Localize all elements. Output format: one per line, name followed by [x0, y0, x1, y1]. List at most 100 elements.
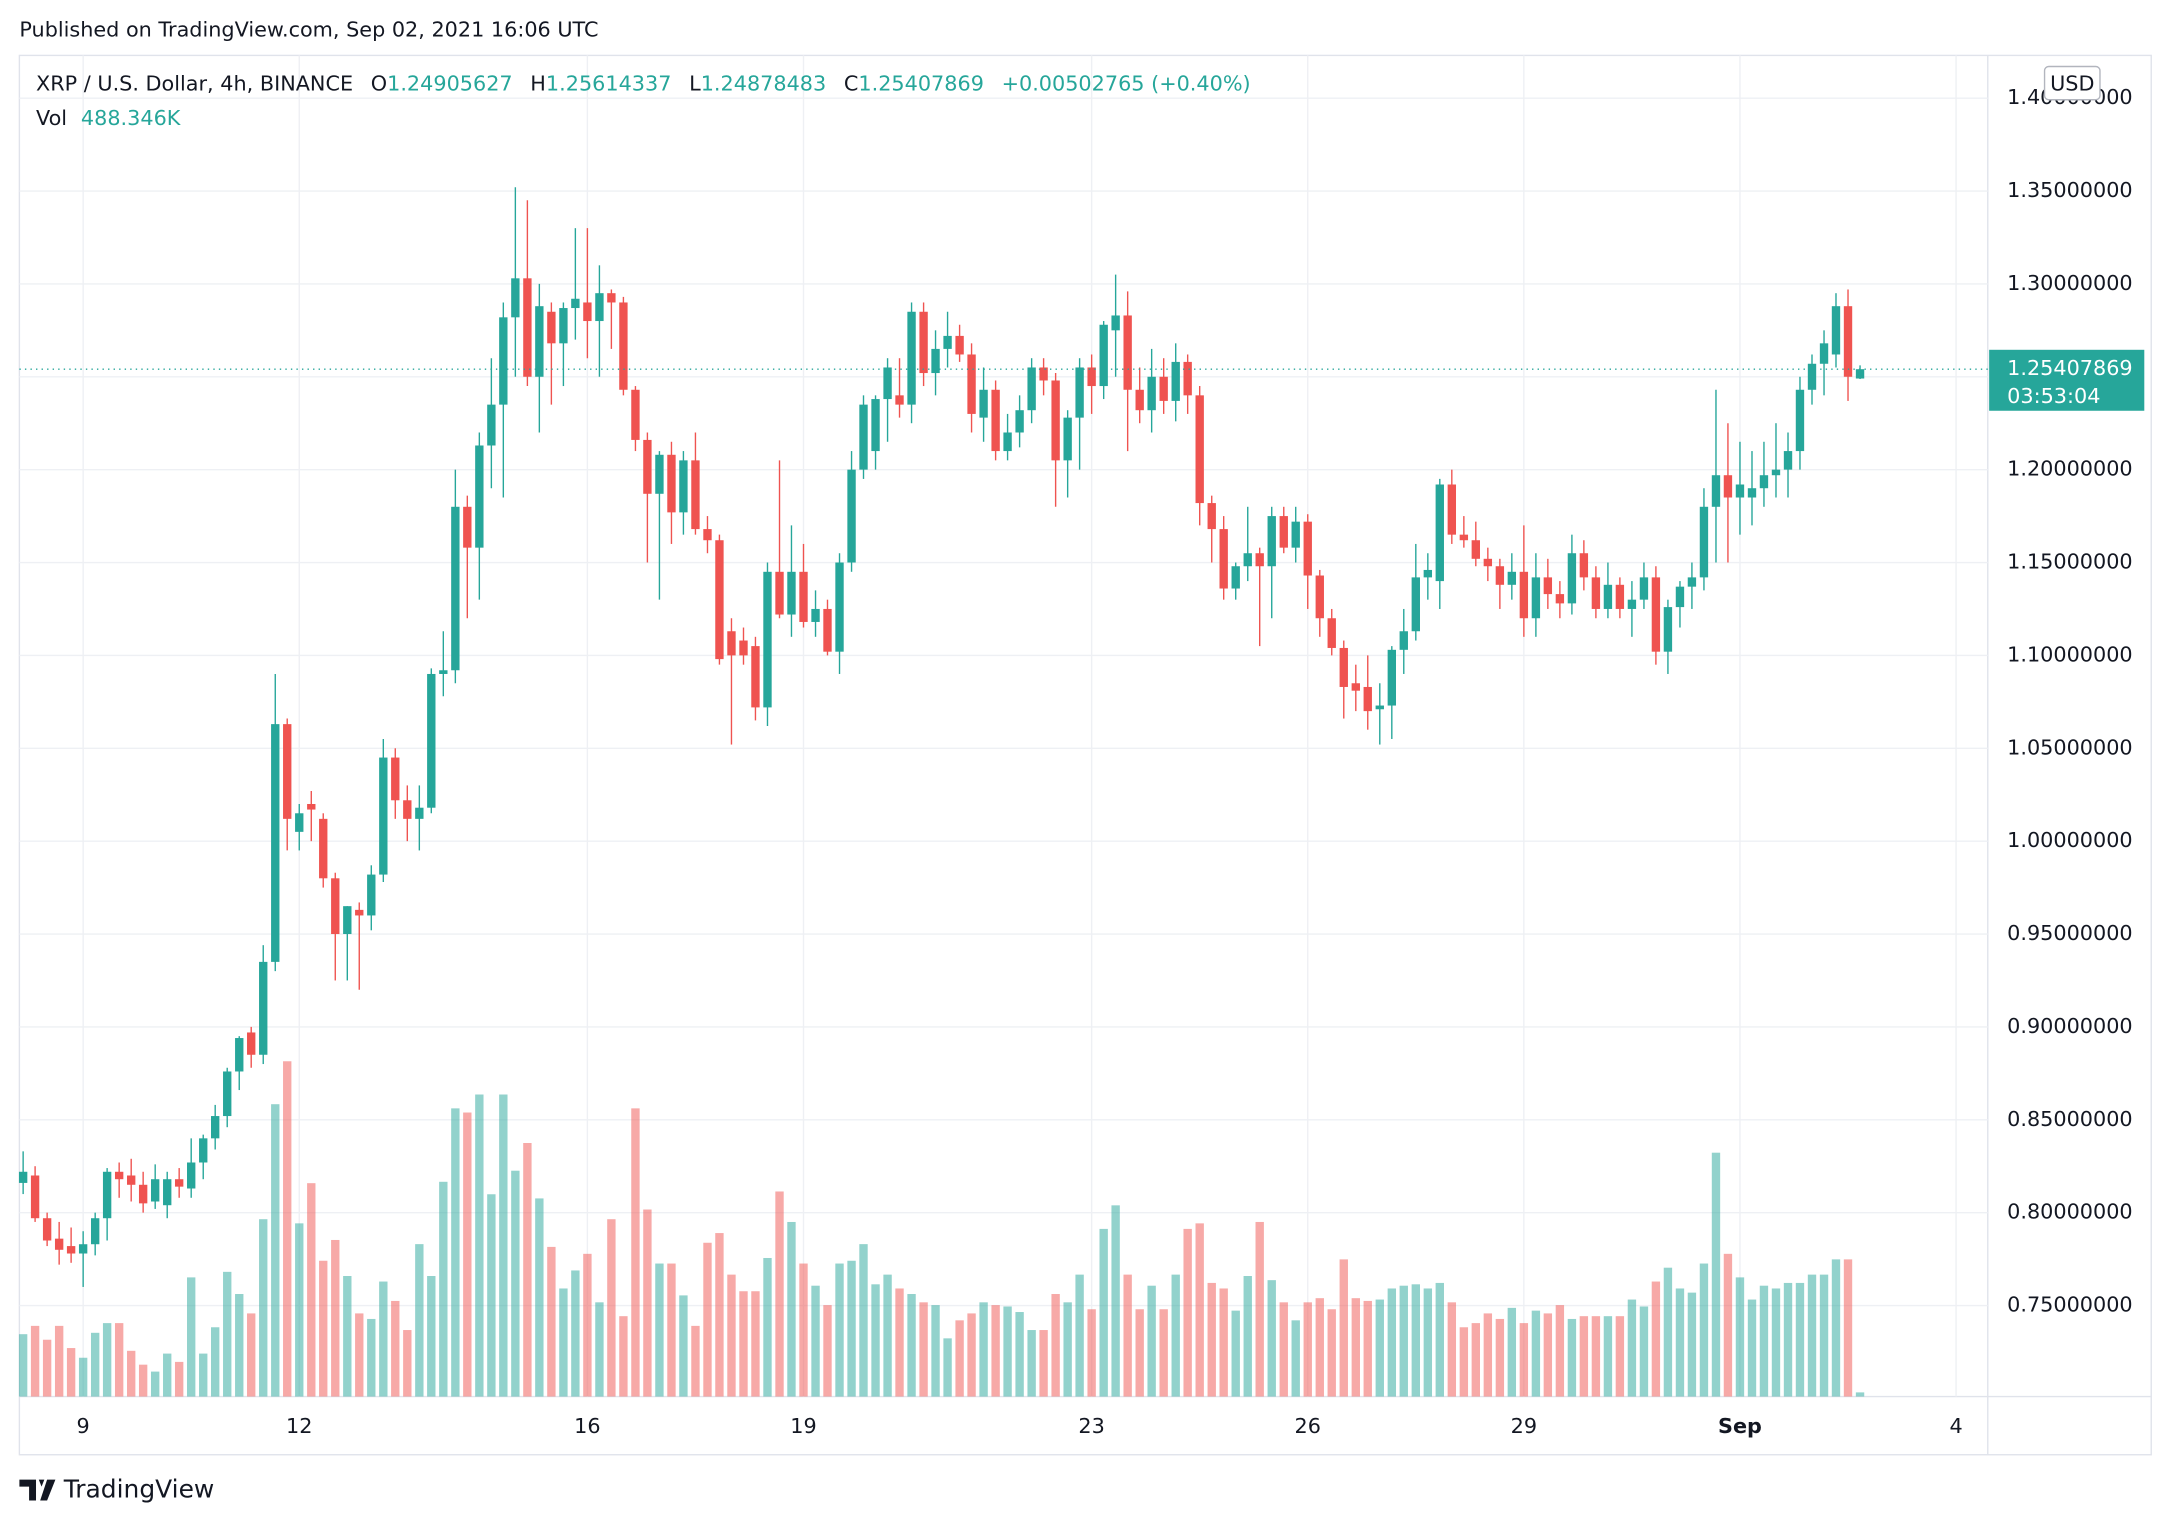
volume-bar — [1855, 1392, 1865, 1397]
low-value: 1.24878483 — [701, 72, 827, 96]
volume-bar — [1183, 1228, 1192, 1397]
candle-body — [1135, 389, 1144, 411]
volume-bar — [1411, 1284, 1420, 1397]
candle-body — [1687, 577, 1697, 587]
volume-bar — [487, 1194, 496, 1397]
currency[interactable]: USD — [2050, 72, 2094, 96]
candle-body — [163, 1179, 172, 1206]
volume-bar — [439, 1181, 448, 1397]
volume-bar — [799, 1263, 808, 1397]
volume-bar — [1327, 1309, 1336, 1397]
volume-bar — [271, 1104, 280, 1397]
grid — [19, 55, 1988, 1397]
volume-bar — [1399, 1285, 1408, 1397]
volume-bar — [1495, 1318, 1505, 1397]
volume-bar — [331, 1239, 340, 1397]
volume-bar — [1447, 1302, 1457, 1397]
candle-body — [1555, 594, 1565, 604]
candle-body — [1819, 343, 1829, 364]
candle-body — [835, 562, 844, 652]
ohlc-key: L — [689, 72, 701, 96]
volume-bar — [1027, 1330, 1036, 1397]
candle-body — [1855, 369, 1865, 379]
candle-body — [811, 608, 820, 622]
volume-bar — [1591, 1316, 1601, 1397]
candle-body — [523, 278, 532, 377]
candle-body — [607, 293, 616, 303]
x-tick-label: 16 — [574, 1414, 600, 1438]
volume-bar — [571, 1270, 580, 1397]
volume-bar — [451, 1108, 460, 1397]
candle-body — [559, 308, 568, 344]
volume-bar — [823, 1305, 832, 1397]
volume-bar — [511, 1170, 520, 1397]
candle-body — [1519, 571, 1529, 619]
candle-body — [487, 404, 496, 446]
candle-body — [127, 1175, 136, 1185]
candle-body — [1843, 306, 1853, 377]
last-price-box — [1989, 349, 2145, 411]
candle-body — [871, 399, 880, 452]
volume-bar — [90, 1332, 100, 1397]
candle-body — [1459, 534, 1469, 541]
volume-bar — [1459, 1327, 1469, 1397]
countdown: 03:53:04 — [2007, 384, 2100, 408]
volume-bar — [1519, 1323, 1529, 1397]
candle-body — [895, 395, 904, 405]
volume-bar — [907, 1294, 916, 1397]
candle-body — [247, 1032, 256, 1055]
volume-bar — [919, 1302, 928, 1397]
volume-bar — [547, 1246, 556, 1397]
volume-bar — [1747, 1299, 1757, 1397]
candle-body — [943, 335, 952, 349]
candle-body — [391, 757, 400, 801]
candle-body — [1351, 683, 1360, 691]
volume-bar — [715, 1233, 724, 1397]
volume-bar — [319, 1260, 328, 1397]
volume-bar — [1435, 1282, 1444, 1397]
volume-value: 488.346K — [81, 106, 182, 130]
candle-body — [1771, 469, 1781, 476]
y-tick-label: 0.85000000 — [2007, 1107, 2133, 1131]
volume-bar — [607, 1219, 616, 1397]
candle-body — [751, 646, 760, 708]
candle-body — [1747, 488, 1757, 498]
volume-bar — [1555, 1305, 1565, 1397]
candle-body — [1339, 647, 1348, 687]
candle-body — [571, 298, 580, 309]
volume-bar — [163, 1353, 172, 1397]
volume-bar — [1543, 1313, 1553, 1397]
volume-bar — [667, 1263, 676, 1397]
candle-body — [1579, 553, 1589, 578]
volume-bar — [931, 1305, 940, 1397]
y-tick-label: 0.90000000 — [2007, 1014, 2133, 1038]
x-tick-label: 23 — [1078, 1414, 1104, 1438]
candle-body — [1807, 363, 1817, 390]
candle-body — [1039, 367, 1048, 381]
candle-body — [439, 670, 448, 674]
candle-body — [1543, 577, 1553, 595]
volume-bar — [811, 1285, 820, 1397]
volume-bar — [1783, 1282, 1793, 1397]
candle-body — [691, 460, 700, 530]
candle-body — [150, 1179, 160, 1202]
volume-bar — [1207, 1282, 1216, 1397]
volume-bar — [427, 1276, 436, 1397]
candle-body — [763, 571, 772, 708]
volume-bar — [859, 1244, 868, 1397]
candle-body — [859, 404, 868, 470]
volume-bar — [1819, 1274, 1829, 1397]
brand-name: TradingView — [63, 1475, 215, 1504]
currency-badge[interactable]: USD — [2043, 65, 2101, 101]
candle-body — [415, 807, 424, 819]
candle-body — [199, 1138, 208, 1163]
candle-body — [1099, 324, 1108, 387]
volume-bar — [1723, 1253, 1733, 1397]
currency-box[interactable] — [2043, 65, 2101, 101]
candle-body — [1447, 484, 1457, 535]
candle-body — [979, 389, 988, 418]
volume-bar — [967, 1313, 976, 1397]
volume-layer — [18, 1061, 1865, 1397]
volume-bar — [415, 1244, 424, 1397]
